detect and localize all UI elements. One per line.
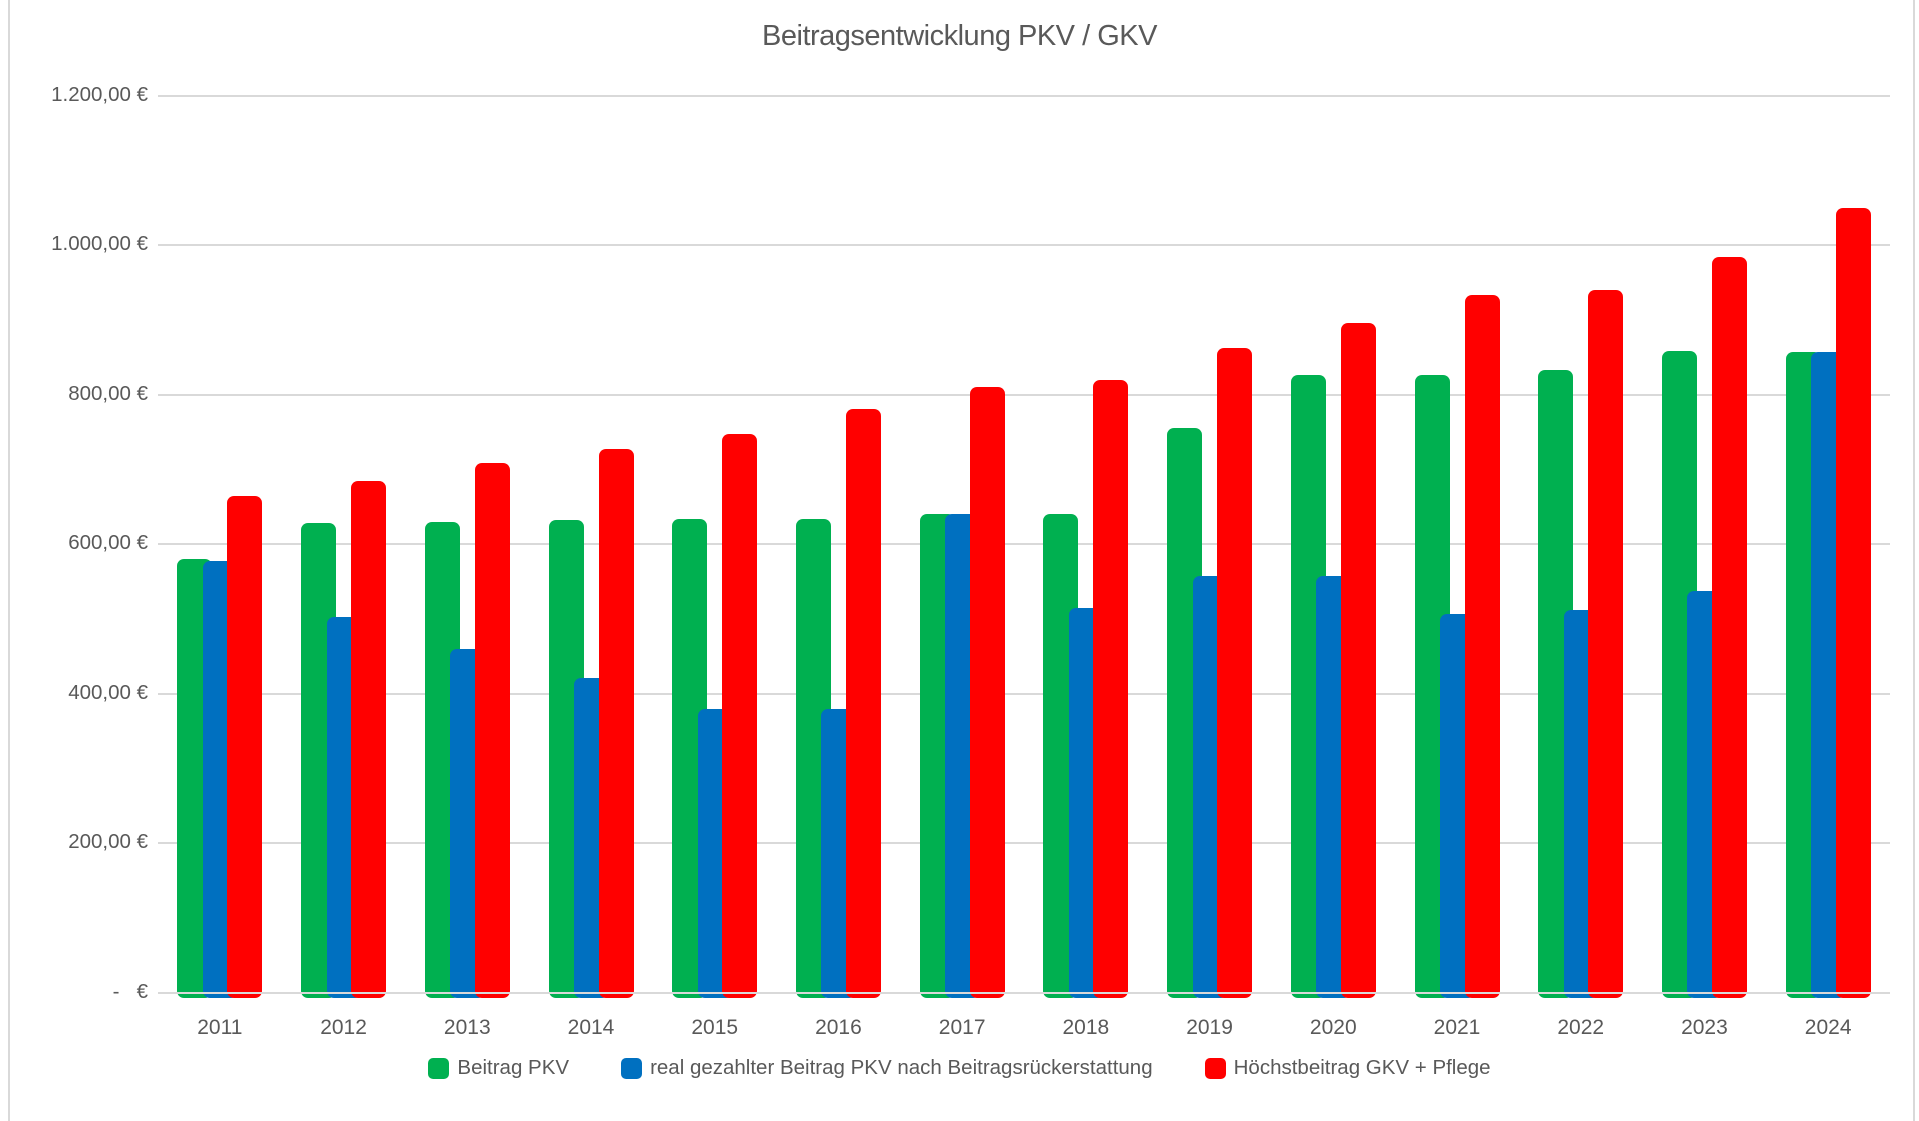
y-axis-label-600: 600,00 € — [68, 531, 148, 555]
bar-series3-2011 — [227, 496, 263, 998]
gridline-1000 — [158, 244, 1890, 247]
x-axis-label-2021: 2021 — [1433, 1016, 1481, 1039]
x-axis-label-2017: 2017 — [938, 1016, 986, 1039]
right-border — [1913, 0, 1915, 1121]
legend-label: Höchstbeitrag GKV + Pflege — [1233, 1056, 1491, 1079]
bar-series3-2016 — [845, 408, 881, 998]
x-axis-line — [158, 991, 1890, 994]
x-axis-label-2015: 2015 — [691, 1016, 739, 1039]
bar-series3-2020 — [1340, 322, 1376, 998]
legend-item-3: Höchstbeitrag GKV + Pflege — [1204, 1056, 1491, 1080]
bar-series3-2018 — [1093, 380, 1129, 998]
gridline-600 — [158, 543, 1890, 546]
x-axis-label-2020: 2020 — [1309, 1016, 1357, 1039]
y-axis-label-1000: 1.000,00 € — [51, 232, 148, 256]
x-axis-label-2024: 2024 — [1804, 1016, 1852, 1039]
bar-series3-2015 — [722, 433, 758, 998]
bar-series3-2019 — [1217, 347, 1253, 998]
chart-title: Beitragsentwicklung PKV / GKV — [762, 20, 1157, 52]
x-axis-label-2016: 2016 — [815, 1016, 862, 1039]
gridline-800 — [158, 393, 1890, 396]
y-axis-label-0: - € — [112, 979, 148, 1003]
gridline-200 — [158, 842, 1890, 845]
bar-series3-2022 — [1588, 290, 1624, 998]
x-axis-label-2013: 2013 — [443, 1016, 491, 1039]
x-axis-label-2023: 2023 — [1681, 1016, 1728, 1039]
legend-swatch-icon — [428, 1057, 450, 1079]
bar-series3-2024 — [1835, 207, 1871, 998]
gridline-1200 — [158, 94, 1890, 97]
bar-series3-2021 — [1464, 294, 1500, 998]
bar-series3-2014 — [598, 449, 634, 998]
legend-swatch-icon — [1204, 1057, 1226, 1079]
legend-swatch-icon — [621, 1057, 643, 1079]
x-axis-label-2012: 2012 — [320, 1016, 367, 1039]
legend-label: real gezahlter Beitrag PKV nach Beitrags… — [650, 1056, 1153, 1079]
bar-series3-2017 — [969, 387, 1005, 998]
y-axis-label-200: 200,00 € — [68, 830, 148, 854]
x-axis-label-2011: 2011 — [197, 1016, 243, 1039]
legend-item-2: real gezahlter Beitrag PKV nach Beitrags… — [621, 1056, 1153, 1080]
legend-item-1: Beitrag PKV — [428, 1056, 569, 1080]
bar-series3-2023 — [1711, 257, 1747, 998]
x-axis-label-2019: 2019 — [1186, 1016, 1233, 1039]
gridline-400 — [158, 692, 1890, 695]
y-axis-label-400: 400,00 € — [68, 680, 148, 704]
left-border — [8, 0, 10, 1121]
x-axis-label-2014: 2014 — [567, 1016, 615, 1039]
bar-series3-2012 — [351, 481, 387, 998]
y-axis-label-800: 800,00 € — [68, 381, 148, 405]
legend-label: Beitrag PKV — [457, 1056, 570, 1079]
x-axis-label-2022: 2022 — [1557, 1016, 1605, 1039]
x-axis-label-2018: 2018 — [1062, 1016, 1110, 1039]
bar-series3-2013 — [474, 463, 510, 998]
y-axis-label-1200: 1.200,00 € — [51, 82, 148, 106]
legend: Beitrag PKV real gezahlter Beitrag PKV na… — [0, 1056, 1919, 1080]
